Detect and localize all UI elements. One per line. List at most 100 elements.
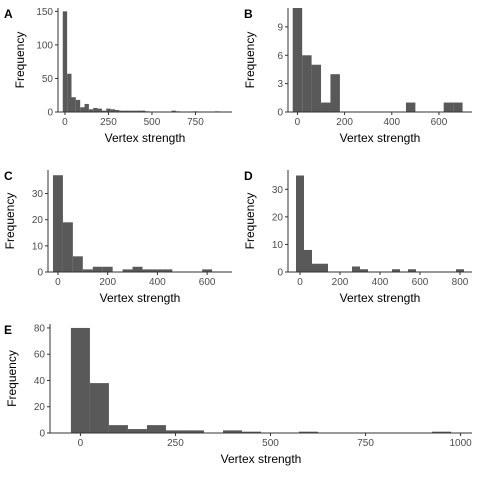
histogram-bar-a-7 — [93, 107, 98, 112]
x-tick-label-b-3: 600 — [431, 117, 448, 128]
y-tick-label-a-3: 150 — [36, 7, 53, 18]
y-tick-label-c-3: 30 — [32, 189, 44, 200]
histogram-bar-a-10 — [106, 108, 111, 112]
y-axis-title-b: Frequency — [243, 32, 257, 89]
histogram-bar-a-17 — [136, 110, 142, 112]
x-tick-label-e-2: 500 — [262, 438, 279, 449]
histogram-bar-a-13 — [119, 110, 124, 112]
x-tick-label-b-1: 200 — [336, 117, 353, 128]
histogram-bar-e-7 — [222, 430, 242, 433]
histogram-bar-b-1 — [302, 55, 312, 112]
histogram-bar-d-4 — [352, 266, 360, 272]
panel-label-d: D — [244, 169, 253, 183]
histogram-bar-b-0 — [292, 8, 303, 112]
y-tick-label-e-4: 80 — [34, 323, 46, 334]
y-axis-title-e: Frequency — [5, 350, 19, 407]
y-axis-title-a: Frequency — [13, 32, 27, 89]
panel-label-b: B — [244, 7, 253, 21]
histogram-bar-a-9 — [101, 110, 107, 112]
histogram-bar-a-20 — [171, 110, 176, 112]
y-tick-label-c-2: 20 — [32, 215, 44, 226]
x-axis-title-b: Vertex strength — [340, 131, 421, 145]
histogram-bar-c-0 — [52, 175, 63, 272]
x-tick-label-c-2: 400 — [149, 277, 166, 288]
y-tick-label-b-1: 3 — [277, 79, 283, 90]
histogram-bar-a-5 — [84, 103, 89, 112]
histogram-bar-e-10 — [432, 431, 452, 433]
histogram-bar-a-0 — [62, 11, 68, 113]
panel-label-c: C — [4, 169, 13, 183]
panel-e: 0 250 500 750 1000 0 20 40 60 80 Vertex strength Fr… — [4, 323, 472, 466]
y-tick-label-e-1: 20 — [34, 402, 46, 413]
histogram-bar-d-5 — [360, 269, 368, 272]
panel-b: 0 200 400 600 0 3 6 9 Vertex strength Frequency B — [243, 7, 472, 145]
histogram-bar-a-15 — [128, 110, 133, 112]
panel-label-a: A — [4, 7, 13, 21]
histogram-bar-e-5 — [165, 430, 185, 433]
histogram-bar-e-0 — [70, 327, 90, 433]
histogram-bar-c-9 — [152, 269, 163, 272]
histogram-bar-a-16 — [132, 110, 137, 112]
x-tick-label-a-1: 250 — [100, 117, 117, 128]
x-axis-title-a: Vertex strength — [105, 131, 186, 145]
histogram-bar-e-4 — [146, 425, 166, 433]
x-tick-label-d-0: 0 — [297, 277, 303, 288]
histogram-bar-a-11 — [110, 109, 115, 112]
histogram-bar-c-11 — [202, 269, 213, 272]
y-tick-label-d-2: 20 — [272, 212, 284, 223]
x-tick-label-e-1: 250 — [167, 438, 184, 449]
x-tick-label-e-3: 750 — [357, 438, 374, 449]
histogram-bar-c-4 — [92, 266, 103, 272]
histogram-bar-e-9 — [299, 431, 319, 433]
x-tick-label-a-2: 500 — [144, 117, 161, 128]
histogram-bar-d-3 — [320, 263, 328, 272]
histogram-bar-e-6 — [184, 430, 204, 433]
histogram-bar-c-7 — [132, 266, 143, 272]
histogram-bar-a-3 — [75, 99, 81, 112]
histogram-bar-a-1 — [67, 73, 72, 112]
y-tick-label-e-0: 0 — [39, 429, 45, 440]
histogram-bar-a-12 — [114, 109, 120, 112]
x-tick-label-b-0: 0 — [295, 117, 301, 128]
x-tick-label-c-3: 600 — [199, 277, 216, 288]
y-tick-label-b-0: 0 — [277, 108, 283, 119]
histogram-bar-b-5 — [405, 102, 416, 112]
panel-d: 0 200 400 600 800 0 10 20 30 Vertex strength Frequ… — [243, 169, 472, 305]
histogram-bar-b-6 — [443, 102, 454, 112]
x-tick-label-a-3: 750 — [187, 117, 204, 128]
y-tick-label-e-2: 40 — [34, 376, 46, 387]
histogram-bar-a-14 — [123, 110, 129, 112]
y-tick-label-d-3: 30 — [272, 185, 284, 196]
y-tick-label-b-2: 6 — [277, 51, 283, 62]
histogram-bar-e-2 — [108, 425, 128, 433]
histogram-bar-a-6 — [88, 109, 94, 112]
histogram-bar-b-7 — [453, 102, 463, 112]
x-tick-label-c-1: 200 — [99, 277, 116, 288]
histogram-bar-b-4 — [330, 74, 340, 112]
histogram-bar-b-3 — [321, 102, 331, 112]
y-tick-label-b-3: 9 — [277, 22, 283, 33]
histogram-bar-d-8 — [456, 269, 464, 272]
histogram-bar-a-8 — [97, 108, 102, 112]
y-tick-label-a-1: 50 — [42, 74, 54, 85]
histogram-bar-d-2 — [312, 263, 320, 272]
panel-c: 0 200 400 600 0 10 20 30 Vertex strength Frequenc… — [3, 169, 232, 305]
histogram-bar-e-1 — [89, 383, 109, 433]
histogram-bar-c-8 — [142, 269, 153, 272]
x-tick-label-d-3: 600 — [412, 277, 429, 288]
histogram-bar-a-18 — [141, 110, 146, 112]
histogram-bar-c-5 — [102, 266, 113, 272]
histogram-bar-d-1 — [304, 249, 312, 272]
x-tick-label-e-0: 0 — [78, 438, 84, 449]
x-tick-label-d-1: 200 — [332, 277, 349, 288]
histogram-bar-e-8 — [241, 431, 261, 433]
y-tick-label-a-2: 100 — [36, 40, 53, 51]
x-tick-label-d-2: 400 — [372, 277, 389, 288]
panel-label-e: E — [4, 323, 12, 337]
x-axis-title-e: Vertex strength — [221, 452, 302, 466]
x-tick-label-a-0: 0 — [62, 117, 68, 128]
panel-a: 0 250 500 750 0 50 100 150 Vertex strength Freque… — [4, 7, 232, 145]
y-axis-title-c: Frequency — [3, 193, 17, 250]
histogram-bar-d-7 — [408, 269, 416, 272]
